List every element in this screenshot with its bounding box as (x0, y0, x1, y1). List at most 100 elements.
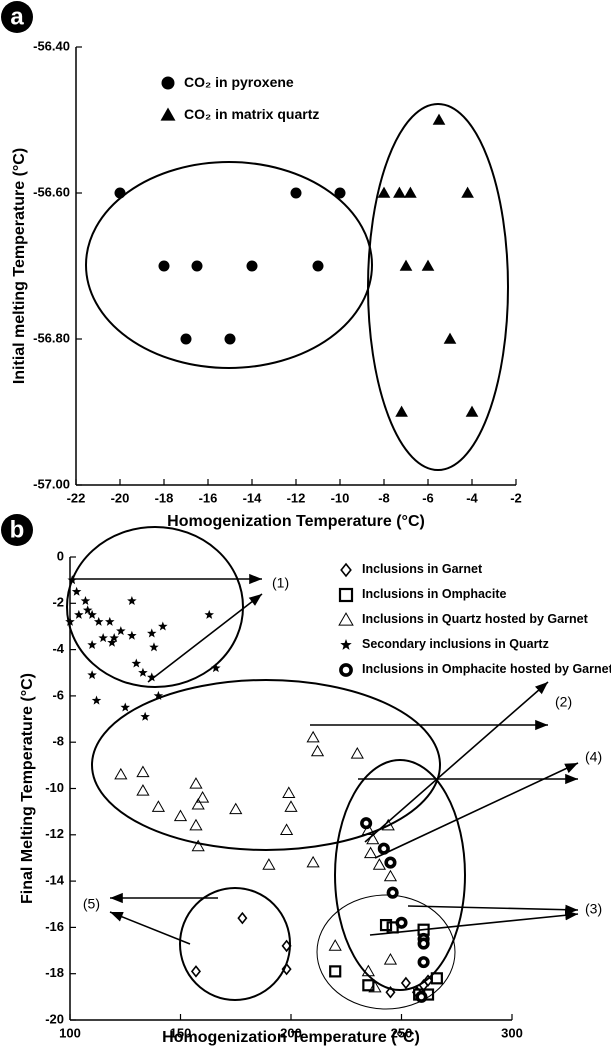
annotation: (3) (585, 901, 602, 917)
x-tick-label: -8 (378, 490, 390, 505)
marker-triangle (284, 800, 298, 812)
arrow (109, 911, 191, 945)
marker-triangle (136, 784, 150, 796)
marker-diamond (237, 911, 248, 925)
marker-diamond (190, 965, 201, 978)
marker-star (87, 639, 97, 650)
marker-star (120, 702, 131, 712)
marker-ring (377, 842, 390, 855)
marker-triangle (191, 797, 205, 810)
marker-star (91, 695, 102, 705)
legend-label: CO₂ in pyroxene (184, 74, 294, 90)
group-ellipse (66, 526, 244, 688)
marker-circle (158, 260, 170, 272)
panel-badge (1, 1, 33, 33)
x-tick-label: -10 (331, 490, 350, 505)
marker-star (211, 663, 221, 673)
y-tick-label: -20 (45, 1011, 64, 1026)
marker-triangle (350, 747, 364, 759)
marker-triangle (461, 186, 474, 198)
group-ellipse (367, 103, 509, 471)
group-ellipse (316, 894, 456, 1010)
marker-triangle (229, 802, 243, 815)
marker-star (105, 616, 115, 626)
marker-star (158, 621, 168, 631)
marker-square (379, 918, 393, 932)
marker-star (127, 595, 137, 606)
group-ellipse (334, 759, 466, 991)
marker-triangle (262, 858, 276, 870)
marker-triangle (383, 869, 398, 882)
marker-star (153, 690, 164, 700)
marker-star (149, 642, 159, 652)
y-tick-label: -56.80 (33, 330, 70, 345)
arrow (374, 762, 579, 859)
marker-triangle (368, 980, 382, 993)
y-tick-label: -2 (52, 595, 64, 610)
marker-triangle (377, 186, 391, 198)
marker-triangle (372, 858, 387, 870)
y-tick-label: -14 (45, 873, 65, 888)
marker-ring (395, 916, 408, 929)
marker-star (87, 609, 97, 619)
marker-triangle (151, 800, 166, 812)
x-tick-label: -2 (510, 490, 522, 505)
marker-circle (114, 187, 126, 199)
x-tick-label: -20 (111, 490, 130, 505)
y-tick-label: -4 (52, 641, 64, 656)
marker-triangle (306, 730, 320, 743)
y-tick-label: -56.60 (33, 184, 70, 199)
x-tick-label: -14 (243, 490, 263, 505)
marker-square (430, 972, 443, 985)
marker-triangle (306, 855, 320, 868)
legend-label: CO₂ in matrix quartz (184, 106, 320, 122)
marker-triangle (195, 791, 210, 803)
marker-ring (415, 990, 428, 1003)
marker-circle (224, 333, 236, 345)
y-tick-label: -57.00 (33, 476, 70, 491)
y-tick-label: -16 (45, 919, 64, 934)
y-axis-title: Initial melting Temperature (°C) (11, 148, 28, 384)
marker-ring (384, 856, 397, 869)
arrow (364, 681, 549, 843)
marker-star (65, 616, 75, 626)
marker-star (87, 670, 97, 680)
marker-triangle (114, 767, 128, 780)
marker-circle (161, 76, 175, 90)
group-ellipse (91, 679, 441, 851)
x-tick-label: 250 (391, 1025, 413, 1040)
marker-triangle (395, 405, 408, 417)
marker-star (71, 586, 82, 596)
legend-label: Secondary inclusions in Quartz (362, 637, 549, 651)
y-tick-label: -6 (52, 687, 64, 702)
marker-star (127, 630, 137, 640)
marker-circle (246, 260, 258, 272)
marker-triangle (189, 818, 203, 831)
marker-ring (417, 937, 430, 950)
group-ellipse (179, 887, 291, 1001)
marker-star (74, 609, 84, 619)
marker-star (147, 672, 157, 682)
marker-circle (312, 260, 324, 272)
marker-triangle (404, 186, 417, 198)
marker-star (109, 633, 119, 643)
x-tick-label: -22 (67, 490, 86, 505)
marker-star (82, 605, 93, 615)
marker-star (98, 633, 108, 643)
marker-diamond (422, 974, 434, 987)
marker-star (116, 626, 126, 636)
marker-square (329, 965, 342, 978)
y-tick-label: -12 (45, 826, 64, 841)
marker-triangle (393, 186, 406, 198)
marker-triangle (465, 405, 479, 417)
annotation: (4) (585, 749, 602, 765)
x-tick-label: 300 (501, 1025, 523, 1040)
marker-triangle (432, 113, 446, 125)
arrow (369, 910, 579, 936)
x-tick-label: 100 (59, 1025, 81, 1040)
group-ellipse (85, 161, 373, 369)
marker-triangle (173, 809, 188, 822)
marker-diamond (340, 562, 352, 578)
marker-triangle (310, 744, 325, 757)
